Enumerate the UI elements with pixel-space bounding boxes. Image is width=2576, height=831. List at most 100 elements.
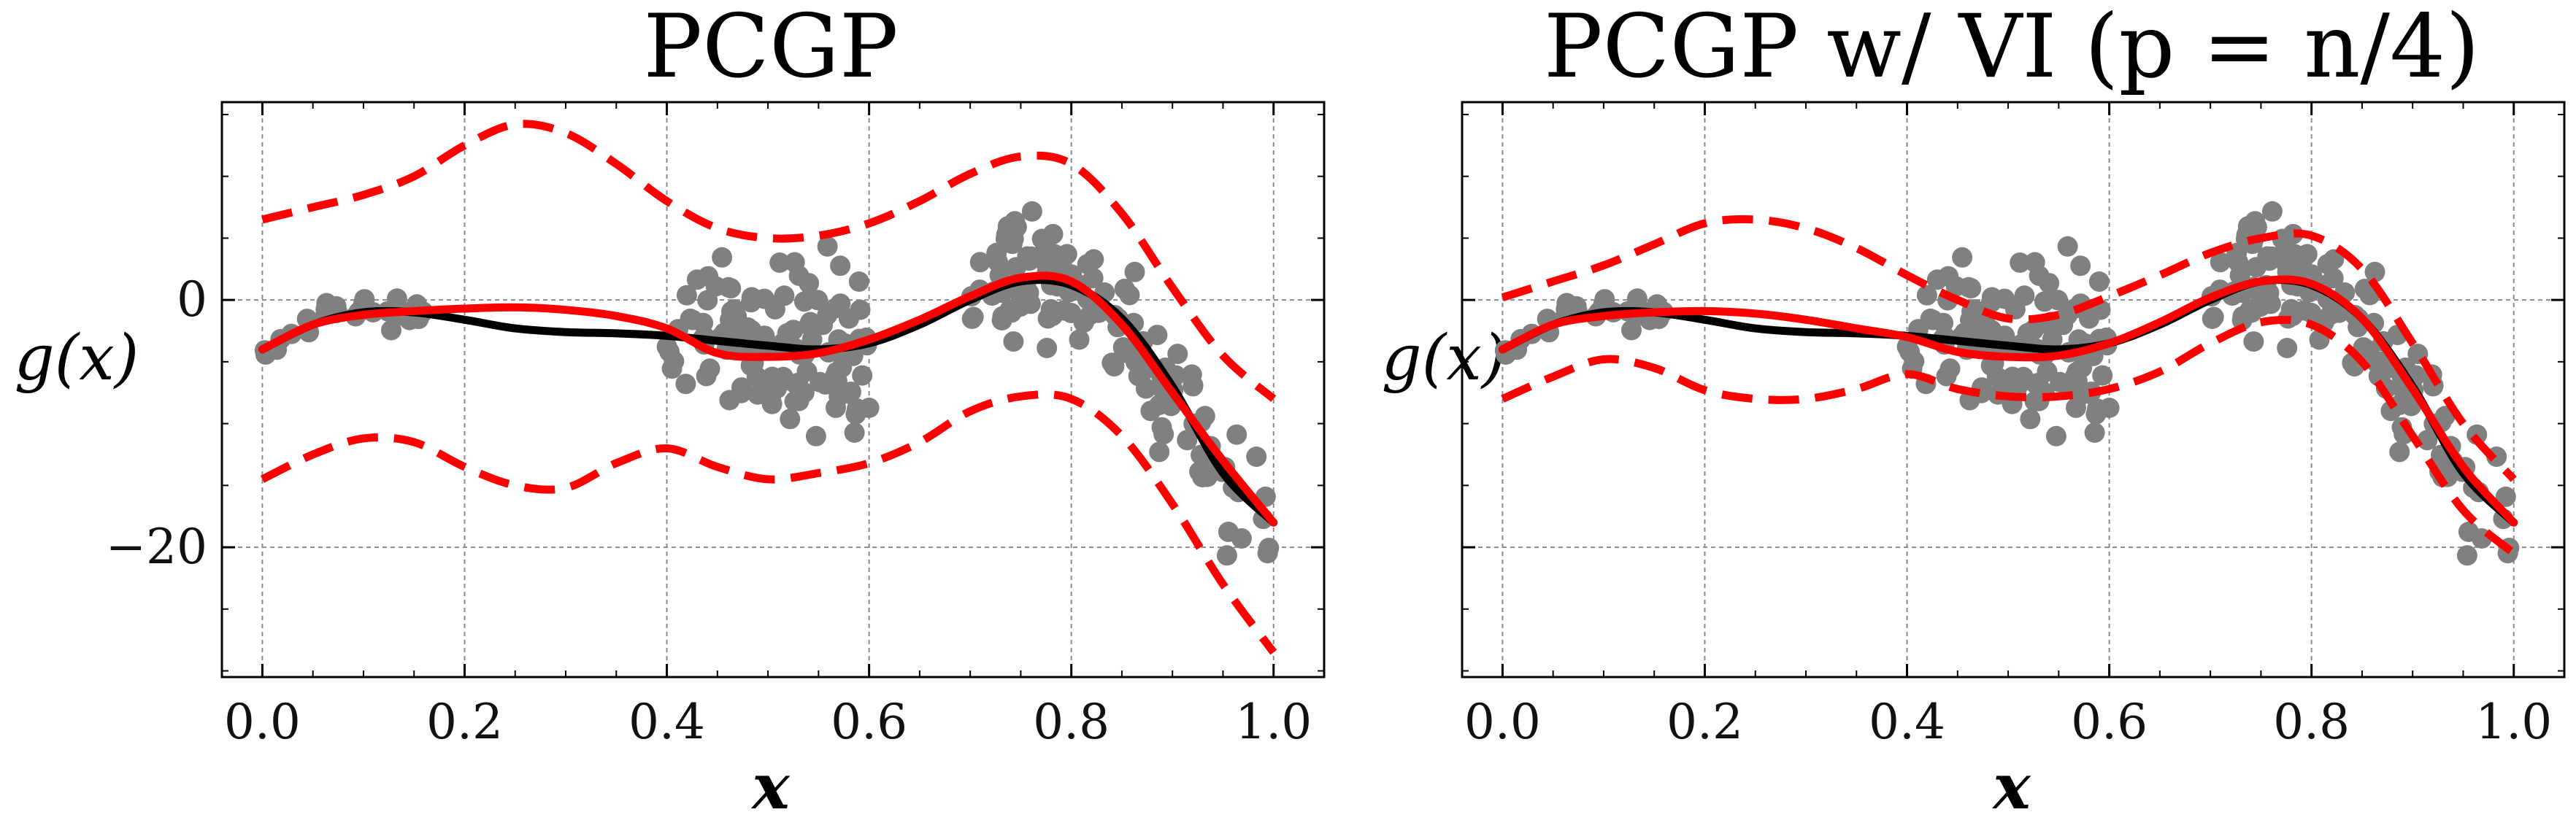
observation-point <box>1216 545 1237 566</box>
observation-point <box>664 351 685 372</box>
observation-point <box>1936 366 1957 387</box>
observation-point <box>1226 424 1247 445</box>
observation-point <box>1083 249 1104 270</box>
observation-point <box>783 320 804 341</box>
axis-ticks: 0.0 0.2 0.4 0.6 0.8 1.0 <box>1462 102 2564 750</box>
observation-point <box>826 361 847 382</box>
observation-point <box>1140 401 1161 422</box>
observation-point <box>1149 441 1170 463</box>
observation-point <box>718 277 739 298</box>
lower-bound-line <box>1501 315 2517 557</box>
observation-point <box>731 377 752 398</box>
observation-point <box>826 397 846 418</box>
observation-point <box>2085 403 2107 425</box>
observation-point <box>788 372 809 393</box>
observation-point <box>2045 425 2066 447</box>
observation-point <box>1556 298 1577 320</box>
observation-point <box>2028 372 2049 393</box>
observation-point <box>2243 331 2264 352</box>
observation-point <box>696 366 717 387</box>
observation-point <box>997 216 1018 237</box>
panel-pcgp-vi: PCGP w/ VI (p = n/4) g(x) x 0.0 0.2 0.4 0.6… <box>1382 0 2566 824</box>
observation-point <box>2389 441 2410 463</box>
observation-point <box>800 312 820 333</box>
observation-point <box>2301 303 2322 323</box>
observation-point <box>2320 304 2341 325</box>
panel-pcgp: PCGP g(x) x 0.0 0.2 0.4 0.6 0.8 1.0 0 −20 <box>15 0 1326 824</box>
observation-point <box>2257 246 2278 267</box>
observation-point <box>2232 306 2253 327</box>
observation-point <box>2371 351 2391 372</box>
observation-point <box>2088 271 2110 292</box>
observation-point <box>2495 486 2516 507</box>
observation-point <box>2283 223 2304 244</box>
observation-point <box>754 325 775 347</box>
y-tick-label: 0 <box>177 271 207 328</box>
observation-point <box>676 285 697 306</box>
observation-point <box>1080 304 1101 325</box>
observation-point <box>1021 201 1042 222</box>
observation-point <box>2276 254 2297 275</box>
observation-point <box>753 375 773 396</box>
observation-point <box>2084 422 2105 443</box>
upper-bound-line <box>261 120 1277 402</box>
x-tick-label: 0.4 <box>1869 694 1945 750</box>
observation-point <box>2323 268 2344 289</box>
observation-point <box>1177 430 1198 451</box>
x-tick-label: 0.2 <box>1666 694 1743 750</box>
observation-point <box>1018 282 1039 304</box>
observation-point <box>848 271 869 292</box>
observation-point <box>845 403 866 425</box>
observation-point <box>1183 375 1204 396</box>
x-tick-label: 0.4 <box>628 694 705 750</box>
observation-point <box>1042 223 1064 244</box>
curves <box>1498 215 2518 557</box>
x-tick-label: 0.8 <box>1033 694 1110 750</box>
observation-point <box>1191 460 1212 481</box>
observation-point <box>315 298 337 320</box>
observation-point <box>2092 365 2113 386</box>
plot-frame <box>220 101 1326 679</box>
observation-point <box>1061 303 1082 323</box>
observation-point <box>788 390 810 411</box>
observation-point <box>1246 447 1267 467</box>
observation-point <box>723 299 745 320</box>
observation-point <box>2229 265 2250 286</box>
observation-point <box>2050 371 2071 393</box>
observation-point <box>1037 338 1058 358</box>
observation-point <box>801 329 823 350</box>
y-tick-label: −20 <box>106 519 207 575</box>
observation-point <box>1003 331 1024 352</box>
observation-point <box>830 255 851 277</box>
observation-point <box>1958 277 1979 298</box>
observation-point <box>788 265 810 286</box>
observation-point <box>2237 216 2258 237</box>
grid <box>222 102 1324 677</box>
observation-point <box>1904 351 1925 372</box>
observation-point <box>354 289 375 310</box>
curves <box>258 120 1278 655</box>
observation-point <box>1124 261 1145 282</box>
observation-point <box>840 382 861 402</box>
observation-point <box>2417 430 2438 451</box>
x-tick-label: 1.0 <box>1235 694 1312 750</box>
x-tick-label: 0.0 <box>224 694 301 750</box>
posterior-mean-line <box>258 271 1278 527</box>
observation-point <box>817 236 838 257</box>
observed-points <box>1494 201 2520 566</box>
observation-point <box>2210 252 2231 273</box>
observation-point <box>2456 545 2477 566</box>
observation-point <box>2010 252 2031 273</box>
observation-point <box>2258 282 2280 304</box>
observation-point <box>852 365 873 386</box>
x-tick-label: 1.0 <box>2475 694 2552 750</box>
observation-point <box>992 306 1013 327</box>
observation-point <box>1964 299 1985 320</box>
x-tick-label: 0.0 <box>1464 694 1541 750</box>
observation-point <box>810 371 831 393</box>
observation-point <box>675 374 696 395</box>
observation-point <box>805 425 826 447</box>
observation-point <box>1069 329 1090 350</box>
observation-point <box>1926 269 1948 290</box>
